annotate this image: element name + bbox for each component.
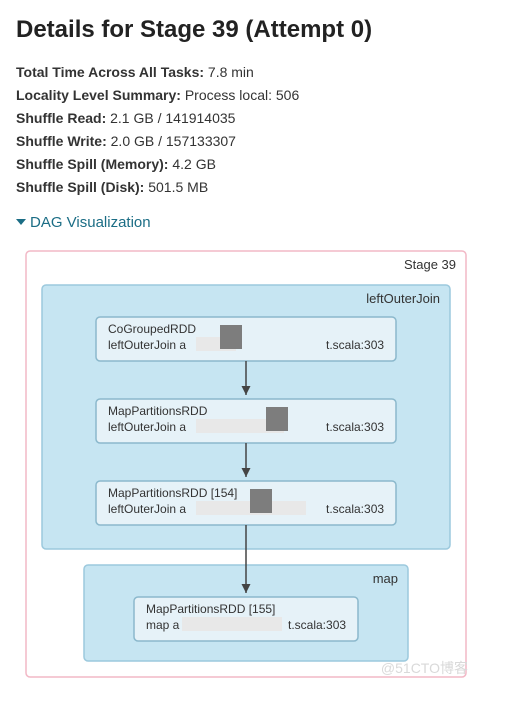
node-line2-suffix: t.scala:303 — [288, 618, 346, 632]
summary-value: 2.1 GB / 141914035 — [110, 110, 235, 126]
summary-value: 7.8 min — [208, 64, 254, 80]
dag-visualization-toggle[interactable]: DAG Visualization — [16, 214, 151, 231]
node-line2-prefix: leftOuterJoin a — [108, 420, 186, 434]
node-line1: CoGroupedRDD — [108, 322, 196, 336]
summary-label: Locality Level Summary: — [16, 87, 181, 103]
stage-label: Stage 39 — [404, 257, 456, 272]
summary-line: Shuffle Spill (Memory): 4.2 GB — [16, 154, 501, 175]
node-line1: MapPartitionsRDD [155] — [146, 602, 275, 616]
caret-down-icon — [16, 219, 26, 225]
node-line2-suffix: t.scala:303 — [326, 338, 384, 352]
summary-value: Process local: 506 — [185, 87, 299, 103]
summary-label: Total Time Across All Tasks: — [16, 64, 204, 80]
node-line1: MapPartitionsRDD [154] — [108, 486, 237, 500]
page-title: Details for Stage 39 (Attempt 0) — [16, 16, 501, 44]
dag-node[interactable]: CoGroupedRDD leftOuterJoin a t.scala:303 — [96, 317, 396, 361]
summary-label: Shuffle Write: — [16, 133, 107, 149]
dag-node[interactable]: MapPartitionsRDD leftOuterJoin a t.scala… — [96, 399, 396, 443]
summary-line: Total Time Across All Tasks: 7.8 min — [16, 62, 501, 83]
cluster-label: leftOuterJoin — [366, 291, 440, 306]
cluster-label: map — [373, 571, 398, 586]
node-line1: MapPartitionsRDD — [108, 404, 208, 418]
node-line2-prefix: map a — [146, 618, 180, 632]
summary-line: Shuffle Spill (Disk): 501.5 MB — [16, 177, 501, 198]
node-line2-suffix: t.scala:303 — [326, 502, 384, 516]
summary-value: 501.5 MB — [148, 179, 208, 195]
watermark: @51CTO博客 — [381, 660, 468, 676]
dag-visualization: Stage 39 leftOuterJoin CoGroupedRDD left… — [16, 245, 501, 685]
node-line2-prefix: leftOuterJoin a — [108, 502, 186, 516]
summary-value: 2.0 GB / 157133307 — [111, 133, 236, 149]
summary-line: Locality Level Summary: Process local: 5… — [16, 85, 501, 106]
summary-line: Shuffle Write: 2.0 GB / 157133307 — [16, 131, 501, 152]
summary-value: 4.2 GB — [172, 156, 216, 172]
summary-list: Total Time Across All Tasks: 7.8 min Loc… — [16, 62, 501, 198]
summary-label: Shuffle Spill (Disk): — [16, 179, 144, 195]
node-line2-suffix: t.scala:303 — [326, 420, 384, 434]
summary-line: Shuffle Read: 2.1 GB / 141914035 — [16, 108, 501, 129]
dag-toggle-label: DAG Visualization — [30, 214, 151, 231]
dag-node[interactable]: MapPartitionsRDD [154] leftOuterJoin a t… — [96, 481, 396, 525]
dag-svg: Stage 39 leftOuterJoin CoGroupedRDD left… — [16, 245, 476, 685]
dag-node[interactable]: MapPartitionsRDD [155] map a t.scala:303 — [134, 597, 358, 641]
node-line2-prefix: leftOuterJoin a — [108, 338, 186, 352]
summary-label: Shuffle Spill (Memory): — [16, 156, 168, 172]
summary-label: Shuffle Read: — [16, 110, 106, 126]
